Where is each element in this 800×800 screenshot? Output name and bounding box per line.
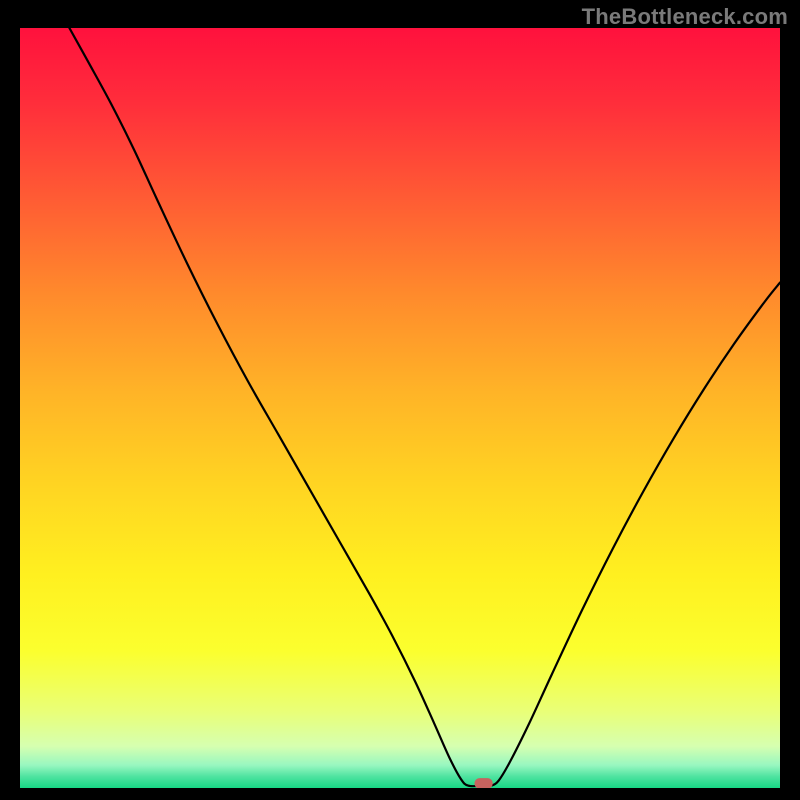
chart-frame: TheBottleneck.com bbox=[0, 0, 800, 800]
plot-svg bbox=[20, 28, 780, 788]
min-marker bbox=[474, 778, 492, 788]
plot-area bbox=[20, 28, 780, 788]
watermark-text: TheBottleneck.com bbox=[582, 4, 788, 30]
gradient-background bbox=[20, 28, 780, 788]
